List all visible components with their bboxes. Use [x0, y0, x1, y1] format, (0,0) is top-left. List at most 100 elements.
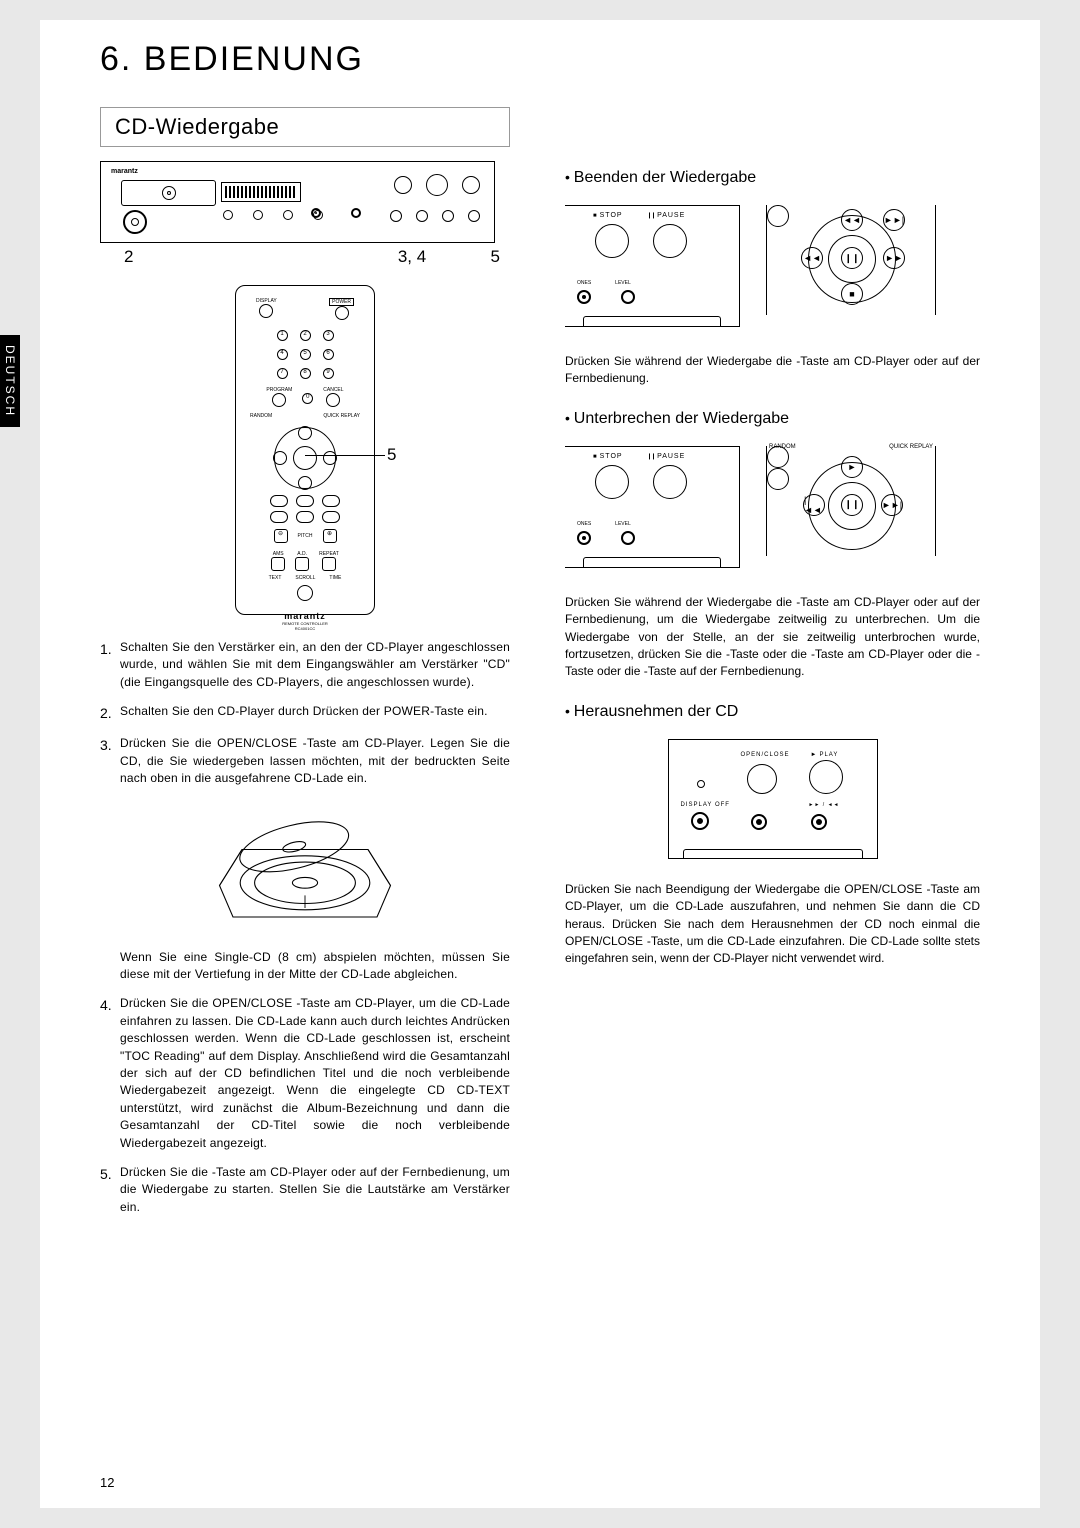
remote-cancel-button-icon [326, 393, 340, 407]
language-tab: DEUTSCH [0, 335, 20, 427]
remote-quickreplay-label: QUICK REPLAY [323, 413, 360, 419]
play-button-icon [426, 174, 448, 196]
remote-scroll-label: SCROLL [295, 575, 315, 581]
level-knob-icon [351, 208, 361, 218]
prev-button-icon [394, 176, 412, 194]
remote-random-label: RANDOM [250, 413, 272, 419]
phones-jack-icon [577, 531, 591, 545]
phones-label: ONES [577, 280, 591, 286]
remote-next-track-icon: ►►| [881, 494, 903, 516]
remote-pause-center-icon: ❙❙ [841, 494, 863, 516]
stop-label: STOP [593, 453, 623, 460]
remote-dpad-icon [274, 427, 336, 489]
remote-model-l2: RC4001CC [236, 626, 374, 631]
remote-side-l-icon [767, 205, 789, 227]
stop-heading: Beenden der Wiedergabe [565, 169, 980, 187]
pause-button-icon [653, 224, 687, 258]
remote-rew-icon: ◄◄ [801, 247, 823, 269]
remote-disc-icon [297, 585, 313, 601]
page-number: 12 [100, 1475, 114, 1490]
openclose-label: OPEN/CLOSE [741, 752, 790, 758]
steps-list-2: Wenn Sie eine Single-CD (8 cm) abspielen… [100, 949, 510, 1216]
small-button-2-icon [811, 814, 827, 830]
step-4: Drücken Sie die OPEN/CLOSE -Taste am CD-… [120, 995, 510, 1152]
pause-label: PAUSE [647, 212, 685, 219]
remote-diagram: DISPLAY POWER 123 456 789 PROGRAM 0 [100, 285, 510, 615]
remote-pitch-label: PITCH [298, 533, 313, 539]
device-display-icon [221, 182, 301, 202]
eject-body: Drücken Sie nach Beendigung der Wiederga… [565, 881, 980, 968]
right-column: Beenden der Wiedergabe STOP PAUSE ONESLE… [565, 107, 980, 1228]
device-front-panel-diagram: marantz [100, 161, 495, 243]
remote-power-button-icon [335, 306, 349, 320]
stop-front-panel: STOP PAUSE ONESLEVEL [565, 205, 740, 327]
next-button-icon [462, 176, 480, 194]
remote-power-label: POWER [329, 298, 354, 306]
cd-tray-icon [121, 180, 216, 206]
left-column: CD-Wiedergabe marantz [100, 107, 510, 1228]
callout-5: 5 [491, 247, 500, 267]
step-2: Schalten Sie den CD-Player durch Drücken… [120, 703, 510, 723]
step-3-after: Wenn Sie eine Single-CD (8 cm) abspielen… [120, 949, 510, 984]
displayoff-label: DISPLAY OFF [681, 802, 730, 808]
stop-button-icon [595, 224, 629, 258]
remote-play-top-icon: ► [841, 456, 863, 478]
remote-text-label: TEXT [269, 575, 282, 581]
remote-display-button-icon [259, 304, 273, 318]
level-knob-icon [621, 290, 635, 304]
remote-prev-icon: ◄◄ [841, 209, 863, 231]
remote-callout-line [305, 455, 385, 456]
remote-time-label: TIME [329, 575, 341, 581]
remote-brand: marantz [236, 611, 374, 621]
display-knob-icon [691, 812, 709, 830]
step-5: Drücken Sie die -Taste am CD-Player oder… [120, 1164, 510, 1216]
stop-button-icon [595, 465, 629, 499]
stop-remote-cluster: ◄◄ ❙❙ ■ ◄◄ ►► ►►| [766, 205, 936, 315]
subheading: CD-Wiedergabe [115, 114, 495, 140]
cd-tray-illustration [215, 800, 395, 935]
disc-icon [162, 186, 176, 200]
subheading-box: CD-Wiedergabe [100, 107, 510, 147]
pause-body: Drücken Sie während der Wiedergabe die -… [565, 594, 980, 681]
play-button-icon [809, 760, 843, 794]
step-3: Drücken Sie die OPEN/CLOSE -Taste am CD-… [120, 735, 510, 787]
pause-diagrams: STOP PAUSE ONES LEVEL RANDOM QUICK REPLAY… [565, 446, 980, 568]
fp-transport-row [394, 174, 480, 196]
level-knob-icon [621, 531, 635, 545]
phones-jack-icon [577, 290, 591, 304]
openclose-button-icon [747, 764, 777, 794]
remote-program-button-icon [272, 393, 286, 407]
main-heading: 6. BEDIENUNG [100, 40, 980, 79]
pause-button-icon [653, 465, 687, 499]
eject-panel-diagram: OPEN/CLOSE PLAY DISPLAY OFF ►► / ◄◄ [668, 739, 878, 859]
remote-callout-num: 5 [387, 445, 396, 465]
pause-label: PAUSE [647, 453, 685, 460]
play-label: PLAY [811, 752, 839, 758]
remote-random-label: RANDOM [769, 444, 796, 450]
remote-quick-label: QUICK REPLAY [889, 444, 933, 450]
power-knob-icon [123, 210, 147, 234]
callout-2: 2 [124, 247, 133, 267]
remote-next-icon: ►►| [883, 209, 905, 231]
remote-pause-icon: ❙❙ [841, 247, 863, 269]
remote-nav-row-2 [236, 511, 374, 523]
fp-mid-row [390, 210, 480, 222]
eject-heading: Herausnehmen der CD [565, 703, 980, 721]
stop-body: Drücken Sie während der Wiedergabe die -… [565, 353, 980, 388]
level-label: LEVEL [615, 521, 631, 527]
pause-heading: Unterbrechen der Wiedergabe [565, 410, 980, 428]
stop-diagrams: STOP PAUSE ONESLEVEL ◄◄ ❙❙ ■ ◄◄ ►► ► [565, 205, 980, 327]
remote-nav-row [236, 495, 374, 507]
device-brand: marantz [111, 168, 138, 175]
step-1: Schalten Sie den Verstärker ein, an den … [120, 639, 510, 691]
phones-jack-icon [311, 208, 321, 218]
pause-front-panel: STOP PAUSE ONES LEVEL [565, 446, 740, 568]
remote-prev-track-icon: |◄◄ [803, 494, 825, 516]
pause-remote-cluster: RANDOM QUICK REPLAY ► ❙❙ |◄◄ ►►| [766, 446, 936, 556]
callout-numbers: 2 3, 4 5 [100, 247, 510, 267]
phones-label: ONES [577, 521, 591, 527]
remote-stop-center-icon: ■ [841, 283, 863, 305]
fp-button-row [223, 210, 323, 220]
stop-label: STOP [593, 212, 623, 219]
remote-quick-button-icon [767, 468, 789, 490]
